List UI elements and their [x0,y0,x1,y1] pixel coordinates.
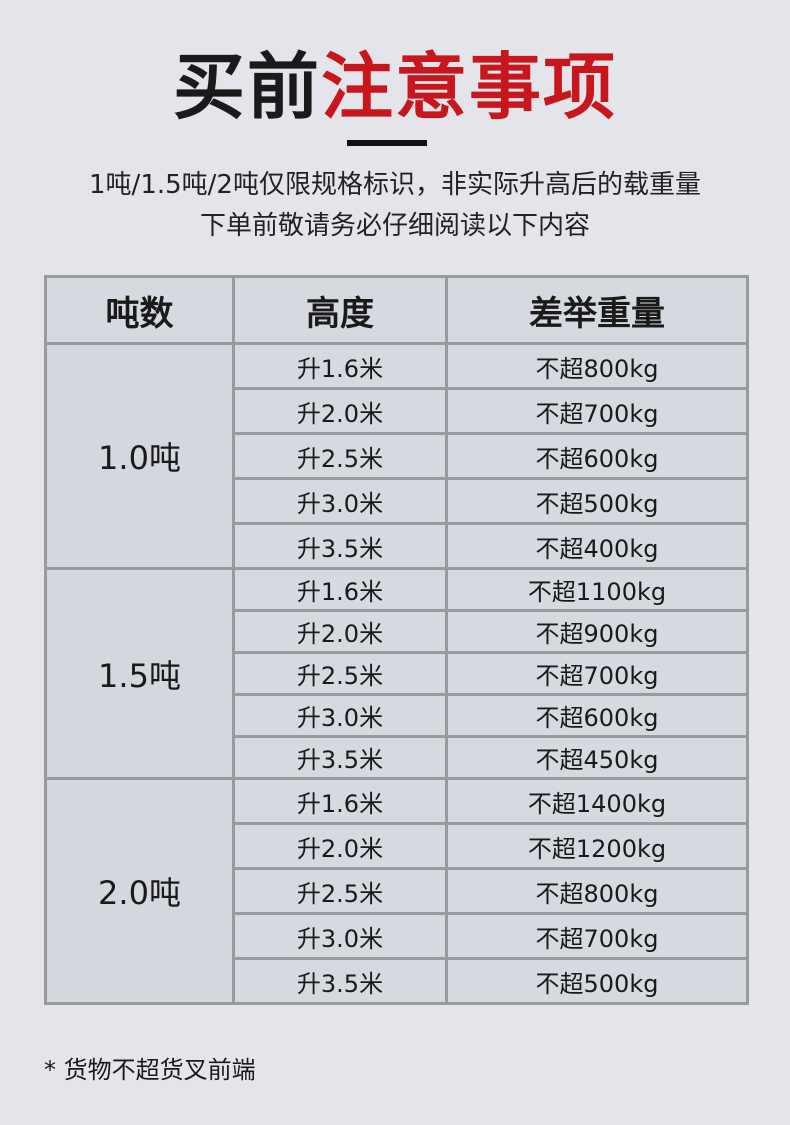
capacity-cell: 不超700kg [445,912,749,960]
table-row: 升3.0米 不超700kg [46,912,749,960]
table-row: 升3.0米 不超600kg [46,693,749,738]
capacity-table: 吨数 高度 差举重量 1.0吨 升1.6米 不超800kg 升2.0米 不超700kg 升… [44,275,749,1005]
height-cell: 升2.0米 [232,822,448,870]
table-row: 升2.5米 不超700kg [46,651,749,696]
capacity-cell: 不超900kg [445,609,749,654]
height-cell: 升2.0米 [232,387,448,435]
capacity-cell: 不超1100kg [445,567,749,612]
height-cell: 升3.5米 [232,522,448,570]
subtitle-line-1: 1吨/1.5吨/2吨仅限规格标识，非实际升高后的载重量 [89,170,701,200]
table-row: 升3.0米 不超500kg [46,477,749,525]
ton-cell: 1.5吨 [44,567,235,780]
capacity-cell: 不超1400kg [445,777,749,825]
capacity-cell: 不超600kg [445,693,749,738]
capacity-cell: 不超500kg [445,477,749,525]
capacity-cell: 不超800kg [445,342,749,390]
height-cell: 升3.5米 [232,735,448,780]
table-row: 升2.0米 不超900kg [46,609,749,654]
table-row: 升3.5米 不超450kg [46,735,749,780]
table-row: 1.5吨 升1.6米 不超1100kg [44,567,749,780]
footnote: * 货物不超货叉前端 [44,1056,256,1084]
height-cell: 升3.0米 [232,693,448,738]
height-cell: 升2.5米 [232,867,448,915]
capacity-cell: 不超500kg [445,957,749,1005]
capacity-cell: 不超700kg [445,387,749,435]
capacity-cell: 不超700kg [445,651,749,696]
height-cell: 升2.0米 [232,609,448,654]
ton-cell: 2.0吨 [44,777,235,1005]
page-title: 买前注意事项 [172,45,618,129]
height-cell: 升1.6米 [232,342,448,390]
header-capacity: 差举重量 [445,275,749,345]
table-row: 升2.0米 不超700kg [46,387,749,435]
subtitle-line-2: 下单前敬请务必仔细阅读以下内容 [199,211,590,241]
height-cell: 升3.0米 [232,477,448,525]
table-row: 1.0吨 升1.6米 不超800kg [44,342,749,570]
height-cell: 升2.5米 [232,432,448,480]
table-row: 2.0吨 升1.6米 不超1400kg [44,777,749,1005]
header-ton: 吨数 [44,275,235,345]
table-header: 吨数 高度 差举重量 [44,275,749,345]
ton-cell: 1.0吨 [44,342,235,570]
height-cell: 升3.0米 [232,912,448,960]
height-cell: 升1.6米 [232,777,448,825]
table-row: 升3.5米 不超400kg [46,522,749,570]
table-row: 升3.5米 不超500kg [46,957,749,1005]
capacity-cell: 不超600kg [445,432,749,480]
height-cell: 升2.5米 [232,651,448,696]
table-row: 升2.5米 不超600kg [46,432,749,480]
title-divider [347,140,427,146]
table-row: 升2.0米 不超1200kg [46,822,749,870]
capacity-cell: 不超450kg [445,735,749,780]
capacity-cell: 不超400kg [445,522,749,570]
height-cell: 升1.6米 [232,567,448,612]
capacity-cell: 不超1200kg [445,822,749,870]
capacity-cell: 不超800kg [445,867,749,915]
height-cell: 升3.5米 [232,957,448,1005]
header-height: 高度 [232,275,448,345]
table-row: 升2.5米 不超800kg [46,867,749,915]
